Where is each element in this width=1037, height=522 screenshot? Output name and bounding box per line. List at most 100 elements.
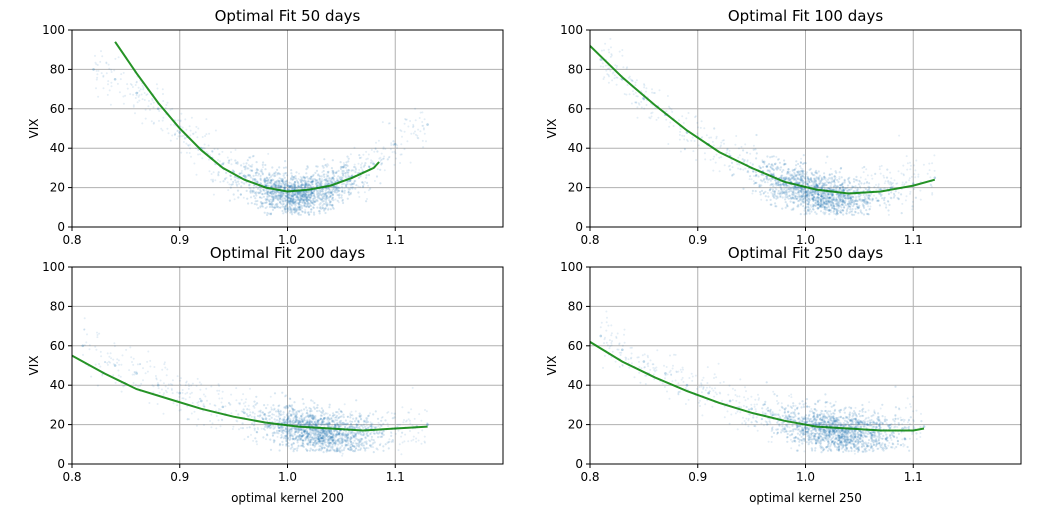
scatter-point xyxy=(97,96,99,98)
scatter-point xyxy=(807,203,809,205)
scatter-point xyxy=(906,195,908,197)
scatter-point xyxy=(271,194,273,196)
scatter-point xyxy=(414,108,416,110)
scatter-point xyxy=(297,441,299,443)
scatter-point xyxy=(153,123,155,125)
scatter-point xyxy=(168,132,170,134)
scatter-point xyxy=(230,151,232,153)
scatter-point xyxy=(278,166,280,168)
scatter-point xyxy=(262,172,264,174)
scatter-point xyxy=(646,104,648,106)
scatter-point xyxy=(849,208,851,210)
scatter-point xyxy=(265,424,267,426)
scatter-point xyxy=(306,412,308,414)
scatter-point xyxy=(335,172,337,174)
scatter-point xyxy=(420,112,422,114)
scatter-point xyxy=(357,438,359,440)
scatter-point xyxy=(667,95,669,97)
scatter-point xyxy=(873,186,875,188)
scatter-point xyxy=(321,200,323,202)
scatter-point xyxy=(331,177,333,179)
scatter-point xyxy=(120,78,122,80)
scatter-point xyxy=(383,156,385,158)
scatter-point xyxy=(211,151,213,153)
scatter-point xyxy=(261,169,263,171)
scatter-point xyxy=(319,212,321,214)
scatter-point xyxy=(915,197,917,199)
scatter-point xyxy=(180,152,182,154)
scatter-point xyxy=(896,197,898,199)
scatter-point xyxy=(309,196,311,198)
scatter-point xyxy=(275,185,277,187)
scatter-point xyxy=(354,440,356,442)
scatter-point xyxy=(171,135,173,137)
scatter-point xyxy=(135,97,137,99)
scatter-point xyxy=(300,176,302,178)
scatter-point xyxy=(321,175,323,177)
scatter-point xyxy=(824,206,826,208)
scatter-point xyxy=(779,162,781,164)
scatter-point xyxy=(190,156,192,158)
scatter-point xyxy=(643,86,645,88)
scatter-point xyxy=(635,92,637,94)
scatter-point xyxy=(353,426,355,428)
scatter-point xyxy=(796,196,798,198)
scatter-point xyxy=(279,182,281,184)
scatter-point xyxy=(247,202,249,204)
scatter-point xyxy=(262,164,264,166)
scatter-point xyxy=(262,193,264,195)
scatter-point xyxy=(744,168,746,170)
scatter-point xyxy=(255,191,257,193)
scatter-point xyxy=(273,431,275,433)
scatter-point xyxy=(311,195,313,197)
scatter-point xyxy=(840,167,842,169)
scatter-point xyxy=(797,163,799,165)
scatter-point xyxy=(877,199,879,201)
scatter-point xyxy=(279,418,281,420)
scatter-point xyxy=(290,415,292,417)
scatter-point xyxy=(202,136,204,138)
scatter-point xyxy=(110,104,112,106)
scatter-point xyxy=(158,110,160,112)
scatter-point xyxy=(648,117,650,119)
scatter-point xyxy=(250,176,252,178)
scatter-point xyxy=(99,61,101,63)
scatter-point xyxy=(809,192,811,194)
scatter-point xyxy=(151,120,153,122)
scatter-point xyxy=(866,182,868,184)
scatter-point xyxy=(254,197,256,199)
scatter-point xyxy=(637,95,639,97)
scatter-point xyxy=(378,140,380,142)
scatter-point xyxy=(366,182,368,184)
scatter-point xyxy=(771,156,773,158)
scatter-point xyxy=(720,144,722,146)
scatter-point xyxy=(909,162,911,164)
scatter-point xyxy=(269,199,271,201)
scatter-point xyxy=(869,202,871,204)
scatter-point xyxy=(184,137,186,139)
scatter-point xyxy=(333,171,335,173)
scatter-point xyxy=(291,443,293,445)
scatter-point xyxy=(326,202,328,204)
scatter-point xyxy=(901,212,903,214)
scatter-point xyxy=(365,437,367,439)
scatter-point xyxy=(309,178,311,180)
scatter-point xyxy=(272,404,274,406)
scatter-point xyxy=(208,133,210,135)
scatter-point xyxy=(316,179,318,181)
scatter-point xyxy=(901,173,903,175)
scatter-point xyxy=(218,153,220,155)
scatter-point xyxy=(285,166,287,168)
scatter-point xyxy=(827,193,829,195)
scatter-point xyxy=(833,205,835,207)
scatter-point xyxy=(305,406,307,408)
scatter-point xyxy=(612,73,614,75)
scatter-point xyxy=(400,143,402,145)
scatter-point xyxy=(783,188,785,190)
panel-title: Optimal Fit 100 days xyxy=(728,7,883,25)
scatter-point xyxy=(384,169,386,171)
scatter-point xyxy=(377,168,379,170)
scatter-point xyxy=(825,162,827,164)
scatter-point xyxy=(344,164,346,166)
